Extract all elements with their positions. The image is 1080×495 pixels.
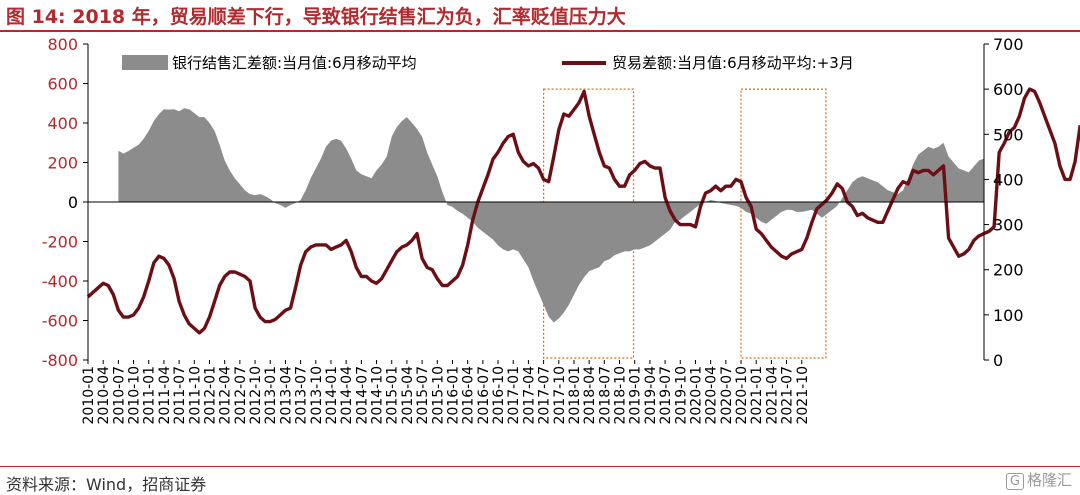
left-tick-label: -200 <box>42 233 78 252</box>
watermark: G 格隆汇 <box>1005 469 1072 490</box>
x-tick-label: 2016-07 <box>476 366 492 425</box>
x-tick-label: 2015-01 <box>385 366 401 425</box>
right-tick-label: 200 <box>993 261 1024 280</box>
x-tick-label: 2015-07 <box>415 366 431 425</box>
x-tick-label: 2013-04 <box>278 366 294 425</box>
x-tick-label: 2020-07 <box>719 366 735 425</box>
chart: 800 600 400 200 0 -200 -400 -600 -800 700 600 500 40… <box>42 35 1080 425</box>
axes: 800 600 400 200 0 -200 -400 -600 -800 700 600 500 40… <box>42 35 1024 425</box>
x-tick-label: 2010-07 <box>111 366 127 425</box>
right-tick-label: 400 <box>993 170 1024 189</box>
x-tick-label: 2017-10 <box>552 366 568 425</box>
x-tick-label: 2018-10 <box>613 366 629 425</box>
trade-balance-line <box>86 87 1080 335</box>
legend-line-label: 贸易差额:当月值:6月移动平均:+3月 <box>612 54 854 72</box>
x-tick-label: 2013-07 <box>294 366 310 425</box>
x-tick-label: 2010-01 <box>81 366 97 425</box>
x-tick-label: 2016-01 <box>445 366 461 425</box>
x-tick-label: 2019-10 <box>673 366 689 425</box>
x-tick-label: 2011-01 <box>142 366 158 425</box>
highlight-box-2 <box>740 88 827 359</box>
left-tick-label: -600 <box>42 312 78 331</box>
x-tick-label: 2012-07 <box>233 366 249 425</box>
x-tick-label: 2016-04 <box>461 366 477 425</box>
x-tick-label: 2018-04 <box>582 366 598 425</box>
x-tick-label: 2014-01 <box>324 366 340 425</box>
x-tick-label: 2020-01 <box>688 366 704 425</box>
left-tick-label: 0 <box>68 193 78 212</box>
x-tick-label: 2010-04 <box>96 366 112 425</box>
x-tick-label: 2021-01 <box>749 366 765 425</box>
area-series-fill <box>118 108 985 323</box>
left-tick-label: 400 <box>47 114 78 133</box>
x-tick-label: 2011-07 <box>172 366 188 425</box>
legend: 银行结售汇差额:当月值:6月移动平均 贸易差额:当月值:6月移动平均:+3月 <box>122 54 854 72</box>
x-tick-label: 2012-04 <box>218 366 234 425</box>
watermark-logo-icon: G <box>1005 473 1024 490</box>
x-tick-label: 2018-01 <box>567 366 583 425</box>
legend-area-label: 银行结售汇差额:当月值:6月移动平均 <box>172 54 417 72</box>
watermark-text: 格隆汇 <box>1026 471 1072 489</box>
left-tick-label: -800 <box>42 351 78 370</box>
x-tick-label: 2012-10 <box>248 366 264 425</box>
x-tick-label: 2017-01 <box>506 366 522 425</box>
left-tick-label: 800 <box>47 35 78 54</box>
x-tick-label: 2017-04 <box>521 366 537 425</box>
x-tick-label: 2014-04 <box>339 366 355 425</box>
right-tick-label: 300 <box>993 216 1024 235</box>
x-tick-label: 2011-04 <box>157 366 173 425</box>
x-tick-label: 2012-01 <box>202 366 218 425</box>
x-tick-label: 2019-04 <box>643 366 659 425</box>
title-bar: 图 14: 2018 年，贸易顺差下行，导致银行结售汇为负，汇率贬值压力大 <box>0 0 1080 32</box>
x-tick-label: 2020-10 <box>734 366 750 425</box>
right-tick-label: 600 <box>993 80 1024 99</box>
x-tick-label: 2011-10 <box>187 366 203 425</box>
left-tick-label: 600 <box>47 75 78 94</box>
right-tick-label: 0 <box>993 351 1003 370</box>
x-tick-label: 2013-10 <box>309 366 325 425</box>
x-tick-label: 2019-07 <box>658 366 674 425</box>
x-tick-label: 2017-07 <box>537 366 553 425</box>
x-tick-label: 2018-07 <box>597 366 613 425</box>
figure-title: 图 14: 2018 年，贸易顺差下行，导致银行结售汇为负，汇率贬值压力大 <box>6 6 626 28</box>
x-tick-label: 2015-10 <box>430 366 446 425</box>
right-tick-label: 100 <box>993 306 1024 325</box>
x-tick-label: 2013-01 <box>263 366 279 425</box>
x-tick-label: 2014-10 <box>370 366 386 425</box>
x-tick-label: 2019-01 <box>628 366 644 425</box>
x-tick-label: 2020-04 <box>704 366 720 425</box>
right-tick-label: 500 <box>993 125 1024 144</box>
series-line-layer <box>86 87 1080 335</box>
x-tick-label: 2021-10 <box>795 366 811 425</box>
left-tick-label: 200 <box>47 154 78 173</box>
legend-area-swatch <box>122 55 168 70</box>
x-tick-label: 2021-07 <box>780 366 796 425</box>
x-tick-label: 2021-04 <box>764 366 780 425</box>
footer-divider <box>0 466 1080 467</box>
right-tick-label: 700 <box>993 35 1024 54</box>
x-tick-label: 2016-10 <box>491 366 507 425</box>
x-tick-label: 2010-10 <box>127 366 143 425</box>
left-tick-label: -400 <box>42 272 78 291</box>
source-note: 资料来源：Wind，招商证券 <box>6 475 207 494</box>
series-area-layer <box>118 108 985 323</box>
x-tick-label: 2015-04 <box>400 366 416 425</box>
x-tick-label: 2014-07 <box>354 366 370 425</box>
